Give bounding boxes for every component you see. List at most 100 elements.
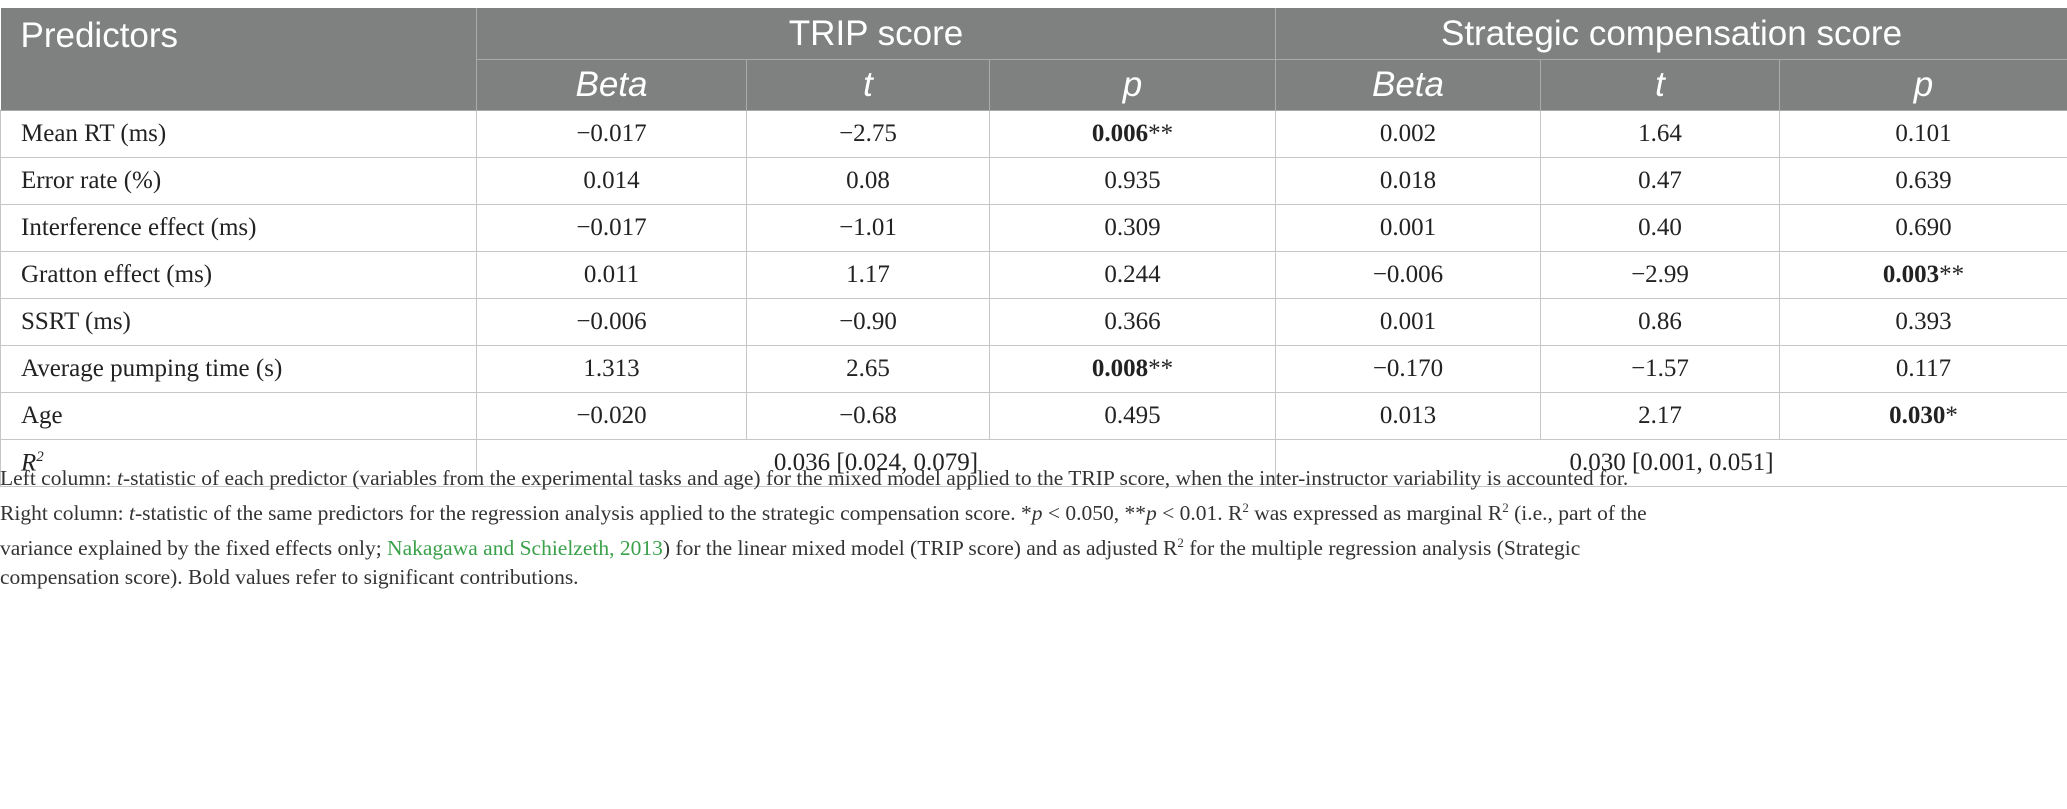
cell-trip-beta: −0.017 [476,110,747,158]
results-table-container: Predictors TRIP score Strategic compensa… [0,8,2067,487]
cell-trip-beta: 0.011 [476,251,747,299]
table-row: Mean RT (ms) −0.017 −2.75 0.006** 0.002 1.64 0… [0,110,2067,158]
cell-value: −1.57 [1631,355,1689,382]
footnote-italic-t: t [129,501,135,526]
cell-trip-p: 0.006** [989,110,1276,158]
row-label: Age [0,392,477,440]
cell-value: −2.75 [839,120,897,147]
cell-value: 0.08 [846,167,890,194]
cell-trip-t: −1.01 [746,204,990,252]
footnote-line-2: Right column: t-statistic of the same pr… [0,493,2060,528]
cell-strategic-p: 0.030* [1778,392,2067,440]
cell-value: 0.309 [1104,214,1161,241]
table-row-r2: R2 0.036 [0.024, 0.079] 0.030 [0.001, 0.… [0,439,2067,487]
cell-value: 0.117 [1895,355,1952,382]
cell-value: 1.64 [1638,120,1682,147]
header-strategic-t: t [1540,59,1780,111]
cell-strategic-beta: −0.170 [1275,345,1541,393]
cell-value: 2.65 [846,355,890,382]
cell-value: 1.17 [846,261,890,288]
cell-value: 2.17 [1638,402,1682,429]
cell-strategic-p: 0.003** [1778,251,2067,299]
cell-value: 0.006 [1091,120,1149,147]
footnote-text: < 0.050, ** [1042,501,1147,526]
cell-value: 0.935 [1104,167,1161,194]
cell-trip-p: 0.008** [989,345,1276,393]
cell-trip-beta: −0.017 [476,204,747,252]
header-strategic-beta: Beta [1275,59,1541,111]
footnote-text: -statistic of the same predictors for th… [134,501,1032,526]
cell-value: 0.101 [1895,120,1952,147]
cell-strategic-t: 1.64 [1540,110,1780,158]
footnote-line-3: variance explained by the fixed effects … [0,528,2060,563]
cell-trip-p: 0.935 [989,157,1276,205]
cell-value: 0.639 [1895,167,1952,194]
cell-trip-t: −0.90 [746,298,990,346]
cell-value: 0.001 [1379,308,1437,335]
cell-value: −0.017 [576,214,647,241]
footnote-text: Left column: [0,466,118,490]
footnote-line-4: compensation score). Bold values refer t… [0,565,579,590]
cell-trip-beta: 1.313 [476,345,747,393]
row-label: Average pumping time (s) [0,345,477,393]
cell-value: −0.90 [839,308,897,335]
table-footnote: Left column: t-statistic of each predict… [0,464,2060,592]
footnote-text: (i.e., part of the [1508,501,1647,526]
cell-trip-t: 2.65 [746,345,990,393]
cell-trip-beta: −0.006 [476,298,747,346]
cell-value: 0.013 [1379,402,1437,429]
cell-value: 0.014 [583,167,640,194]
significance-marker: ** [1148,120,1174,147]
table-row: Error rate (%) 0.014 0.08 0.935 0.018 0.47 0.6… [0,157,2067,205]
significance-marker: ** [1939,261,1965,288]
cell-value: 0.40 [1638,214,1682,241]
footnote-text: < 0.01. R [1156,501,1243,526]
cell-strategic-p: 0.639 [1778,157,2067,205]
cell-strategic-p: 0.393 [1778,298,2067,346]
cell-value: 0.001 [1379,214,1437,241]
cell-value: 1.313 [583,355,640,382]
cell-strategic-t: 0.86 [1540,298,1780,346]
cell-strategic-beta: 0.018 [1275,157,1541,205]
cell-strategic-p: 0.690 [1778,204,2067,252]
row-label: SSRT (ms) [0,298,477,346]
cell-strategic-t: 0.47 [1540,157,1780,205]
header-trip-t: t [746,59,990,111]
cell-strategic-p: 0.101 [1778,110,2067,158]
footnote-italic-p: p [1031,501,1043,526]
footnote-text: was expressed as marginal R [1248,501,1503,526]
cell-trip-t: 0.08 [746,157,990,205]
header-predictors: Predictors [0,8,477,111]
cell-value: 0.495 [1104,402,1161,429]
regression-results-table: Predictors TRIP score Strategic compensa… [0,8,2067,487]
row-label: Mean RT (ms) [0,110,477,158]
cell-value: 0.003 [1882,261,1940,288]
cell-value: 0.018 [1379,167,1437,194]
cell-trip-t: −2.75 [746,110,990,158]
citation-link[interactable]: Nakagawa and Schielzeth, 2013 [387,536,663,561]
header-strategic-compensation-score: Strategic compensation score [1275,8,2067,60]
cell-value: 0.366 [1104,308,1161,335]
cell-value: −1.01 [839,214,897,241]
header-trip-score: TRIP score [476,8,1276,60]
footnote-superscript: 2 [1177,535,1184,551]
footnote-text: Right column: [0,501,129,526]
table-body: Mean RT (ms) −0.017 −2.75 0.006** 0.002 1.64 0… [0,110,2067,487]
cell-value: 0.393 [1895,308,1952,335]
cell-strategic-beta: 0.001 [1275,298,1541,346]
table-row: Age −0.020 −0.68 0.495 0.013 2.17 0.030* [0,392,2067,440]
r2-label: R [21,449,37,477]
footnote-text: for the multiple regression analysis (St… [1183,536,1581,561]
significance-marker: * [1945,402,1958,429]
cell-strategic-t: 2.17 [1540,392,1780,440]
cell-value: −0.017 [576,120,647,147]
cell-trip-beta: 0.014 [476,157,747,205]
cell-value: 0.86 [1638,308,1682,335]
footnote-italic-p: p [1146,501,1157,526]
header-trip-beta: Beta [476,59,747,111]
cell-strategic-beta: 0.013 [1275,392,1541,440]
cell-strategic-p: 0.117 [1778,345,2067,393]
cell-trip-p: 0.366 [989,298,1276,346]
table-row: Average pumping time (s) 1.313 2.65 0.008**… [0,345,2067,393]
cell-strategic-beta: 0.002 [1275,110,1541,158]
